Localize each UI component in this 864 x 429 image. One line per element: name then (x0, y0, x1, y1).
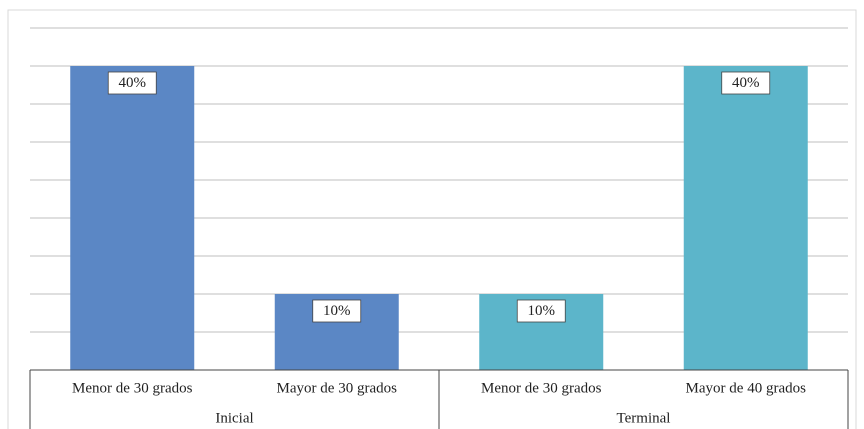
bar (683, 66, 808, 370)
data-label: 10% (528, 303, 556, 319)
data-label: 40% (732, 75, 760, 91)
group-label: Inicial (215, 410, 253, 426)
data-label-box (516, 299, 566, 323)
data-label: 40% (119, 75, 147, 91)
group-label: Terminal (617, 410, 671, 426)
x-tick-label: Menor de 30 grados (72, 380, 193, 396)
data-label-box (107, 71, 157, 95)
x-tick-label: Mayor de 30 grados (277, 380, 398, 396)
data-label: 10% (323, 303, 351, 319)
data-label-box (721, 71, 771, 95)
bar (70, 66, 195, 370)
data-label-box (312, 299, 362, 323)
x-tick-label: Menor de 30 grados (481, 380, 602, 396)
x-tick-label: Mayor de 40 grados (686, 380, 807, 396)
